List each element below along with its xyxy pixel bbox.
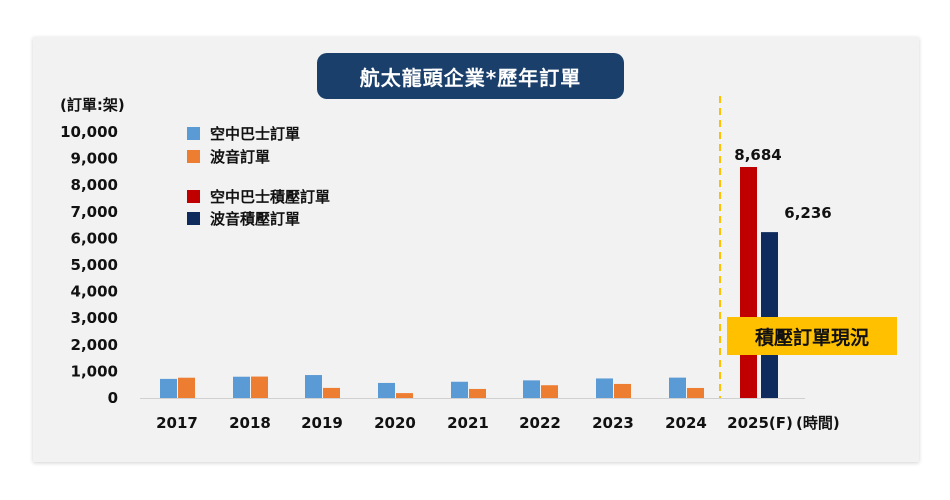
legend-label: 空中巴士積壓訂單 xyxy=(210,188,330,206)
bar-空中巴士訂單-2018 xyxy=(233,376,250,398)
y-axis-label: (訂單:架) xyxy=(60,96,125,114)
bar-空中巴士訂單-2017 xyxy=(160,378,177,398)
bar-空中巴士訂單-2023 xyxy=(596,378,613,398)
x-tick-label: 2020 xyxy=(374,414,416,432)
y-tick-label: 10,000 xyxy=(60,123,118,141)
x-tick-label: 2021 xyxy=(447,414,489,432)
y-tick-label: 9,000 xyxy=(71,150,118,168)
y-tick-label: 8,000 xyxy=(71,176,118,194)
y-tick-label: 1,000 xyxy=(71,362,118,380)
legend-swatch xyxy=(187,190,200,203)
x-tick-label: 2018 xyxy=(229,414,271,432)
x-tick-label: 2024 xyxy=(665,414,707,432)
x-axis-label: (時間) xyxy=(796,414,840,432)
data-labels: 8,684 6,236 xyxy=(734,146,831,222)
bar-波音訂單-2023 xyxy=(614,383,631,398)
bar-波音積壓訂單-2025(F) xyxy=(761,232,778,398)
x-tick-label: 2019 xyxy=(301,414,343,432)
chart-title: 航太龍頭企業*歷年訂單 xyxy=(317,53,624,99)
x-tick-label: 2017 xyxy=(156,414,198,432)
bar-波音訂單-2020 xyxy=(396,393,413,398)
bar-空中巴士訂單-2019 xyxy=(305,375,322,398)
x-tick-label: 2025(F) xyxy=(727,414,793,432)
x-axis-ticks: 2017 2018 2019 2020 2021 2022 2023 2024 2025(F) xyxy=(156,414,793,432)
legend-swatch xyxy=(187,127,200,140)
bar-波音訂單-2017 xyxy=(178,377,195,398)
y-tick-label: 7,000 xyxy=(71,203,118,221)
bar-波音訂單-2024 xyxy=(687,387,704,398)
y-tick-label: 4,000 xyxy=(71,283,118,301)
legend-label: 波音訂單 xyxy=(210,148,270,166)
legend-swatch xyxy=(187,150,200,163)
bar-波音訂單-2021 xyxy=(469,388,486,398)
bar-空中巴士訂單-2024 xyxy=(669,377,686,398)
legend-swatch xyxy=(187,212,200,225)
y-tick-label: 6,000 xyxy=(71,229,118,247)
legend-label: 波音積壓訂單 xyxy=(210,210,300,228)
x-tick-label: 2023 xyxy=(592,414,634,432)
x-tick-label: 2022 xyxy=(519,414,561,432)
bar-空中巴士訂單-2022 xyxy=(523,380,540,398)
y-tick-label: 5,000 xyxy=(71,256,118,274)
data-label: 6,236 xyxy=(784,204,831,222)
bar-空中巴士積壓訂單-2025(F) xyxy=(740,167,757,398)
y-tick-label: 2,000 xyxy=(71,336,118,354)
legend-label: 空中巴士訂單 xyxy=(210,125,300,143)
backlog-callout: 積壓訂單現況 xyxy=(727,317,897,355)
data-label: 8,684 xyxy=(734,146,781,164)
bar-空中巴士訂單-2021 xyxy=(451,381,468,398)
y-tick-label: 3,000 xyxy=(71,309,118,327)
bar-波音訂單-2022 xyxy=(541,385,558,398)
y-axis-ticks: 0 1,000 2,000 3,000 4,000 5,000 6,000 7,000 8,00… xyxy=(60,123,118,407)
bar-空中巴士訂單-2020 xyxy=(378,382,395,398)
y-tick-label: 0 xyxy=(108,389,118,407)
bar-波音訂單-2018 xyxy=(251,376,268,398)
bar-波音訂單-2019 xyxy=(323,387,340,398)
